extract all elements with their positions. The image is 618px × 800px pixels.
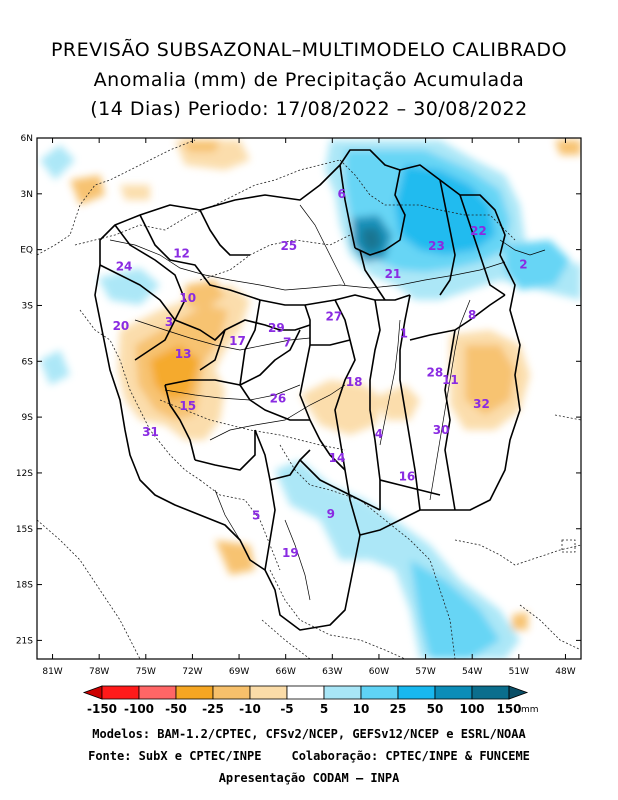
basin-number-21: 21: [385, 267, 402, 281]
basin-boundaries: [94, 149, 521, 631]
colorbar-label: -100: [124, 702, 154, 716]
lon-label: 54W: [462, 667, 482, 677]
footer-source: Fonte: SubX e CPTEC/INPE: [88, 749, 262, 763]
basin-number-labels: 1234567891011121314151617181920212223242…: [113, 187, 528, 560]
longitude-axis: 81W 78W 75W 72W 69W 66W 63W 60W 57W 54W 51W 48W: [42, 138, 576, 677]
basin-number-31: 31: [142, 425, 159, 439]
colorbar-label: 5: [320, 702, 328, 716]
lat-label: 15S: [16, 525, 33, 535]
basin-number-2: 2: [519, 258, 527, 272]
footer-collaboration: Colaboração: CPTEC/INPE & FUNCEME: [291, 749, 530, 763]
colorbar-label: 50: [427, 702, 444, 716]
colorbar-label: -50: [165, 702, 187, 716]
lon-label: 75W: [136, 667, 156, 677]
colorbar-unit: mm: [521, 705, 539, 715]
colorbar-swatch: [175, 685, 214, 700]
title-line-2: Anomalia (mm) de Precipitação Acumulada: [93, 69, 525, 91]
anomaly-shading: [40, 140, 581, 659]
colorbar-swatch: [212, 685, 251, 700]
basin-number-24: 24: [116, 259, 133, 273]
colorbar-swatch: [101, 685, 140, 700]
basin-number-23: 23: [428, 239, 445, 253]
basin-number-25: 25: [280, 239, 297, 253]
colorbar-label: -5: [280, 702, 293, 716]
lat-label: 9S: [22, 413, 34, 423]
basin-number-16: 16: [399, 470, 416, 484]
basin-number-9: 9: [327, 507, 335, 521]
lat-label: 6S: [22, 357, 34, 367]
footer-models: Modelos: BAM-1.2/CPTEC, CFSv2/NCEP, GEFS…: [92, 727, 526, 741]
colorbar-swatch: [286, 685, 325, 700]
colorbar-label: 25: [390, 702, 407, 716]
colorbar-legend: -150 -100 -50 -25 -10 -5 5 10 25 50 100 150: [82, 685, 529, 716]
colorbar-swatch: [249, 685, 288, 700]
basin-number-19: 19: [282, 546, 299, 560]
colorbar-swatch: [323, 685, 362, 700]
colorbar-swatch: [471, 685, 510, 700]
basin-number-26: 26: [270, 392, 287, 406]
basin-number-13: 13: [175, 347, 192, 361]
map-frame: [36, 137, 582, 660]
basin-number-8: 8: [468, 308, 476, 322]
lat-label: EQ: [20, 246, 33, 256]
colorbar-label: 150: [496, 702, 521, 716]
latitude-axis: 6N 3N EQ 3S 6S 9S 12S 15S 18S 21S: [16, 134, 581, 646]
basin-number-32: 32: [473, 397, 490, 411]
title-line-3: (14 Dias) Periodo: 17/08/2022 – 30/08/20…: [90, 98, 528, 120]
basin-number-3: 3: [165, 315, 173, 329]
title-line-1: PREVISÃO SUBSAZONAL–MULTIMODELO CALIBRAD…: [50, 39, 568, 61]
lon-label: 69W: [229, 667, 249, 677]
basin-number-30: 30: [433, 423, 450, 437]
lon-label: 57W: [415, 667, 435, 677]
basin-number-29: 29: [268, 321, 285, 335]
colorbar-swatch: [360, 685, 399, 700]
lat-label: 3N: [21, 190, 33, 200]
lon-label: 63W: [322, 667, 342, 677]
basin-number-11: 11: [442, 373, 459, 387]
colorbar-label: -150: [87, 702, 117, 716]
basin-number-4: 4: [375, 427, 383, 441]
colorbar-swatch: [138, 685, 177, 700]
rivers: [109, 204, 546, 601]
lon-label: 51W: [509, 667, 529, 677]
lon-label: 72W: [182, 667, 202, 677]
colorbar-swatch: [434, 685, 473, 700]
basin-number-12: 12: [173, 246, 190, 260]
lat-label: 12S: [16, 469, 33, 479]
basin-number-15: 15: [179, 399, 196, 413]
basin-number-27: 27: [326, 310, 343, 324]
lat-label: 6N: [21, 134, 33, 144]
colorbar-label: 100: [459, 702, 484, 716]
lat-label: 3S: [22, 301, 34, 311]
lon-label: 78W: [89, 667, 109, 677]
basin-number-10: 10: [179, 291, 196, 305]
basin-number-14: 14: [329, 451, 346, 465]
colorbar-swatch-low: [82, 685, 103, 700]
colorbar-label: 10: [353, 702, 370, 716]
basin-number-17: 17: [229, 334, 246, 348]
colorbar-swatch-high: [508, 685, 529, 700]
lat-label: 21S: [16, 636, 33, 646]
lon-label: 81W: [42, 667, 62, 677]
basin-number-5: 5: [252, 509, 260, 523]
colorbar-label: -25: [202, 702, 224, 716]
lon-label: 48W: [555, 667, 575, 677]
colorbar-swatch: [397, 685, 436, 700]
colorbar-label: -10: [239, 702, 261, 716]
basin-number-6: 6: [337, 187, 345, 201]
basin-number-22: 22: [470, 224, 487, 238]
basin-number-7: 7: [283, 336, 291, 350]
basin-number-1: 1: [400, 326, 408, 340]
basin-number-28: 28: [427, 365, 444, 379]
lon-label: 60W: [369, 667, 389, 677]
basin-number-20: 20: [113, 319, 130, 333]
lon-label: 66W: [276, 667, 296, 677]
footer-presentation: Apresentação CODAM – INPA: [218, 771, 400, 785]
lat-label: 18S: [16, 581, 33, 591]
footer-credits: Fonte: SubX e CPTEC/INPE Colaboração: CPT…: [0, 749, 618, 763]
basin-number-18: 18: [346, 375, 363, 389]
country-borders: [37, 139, 581, 659]
